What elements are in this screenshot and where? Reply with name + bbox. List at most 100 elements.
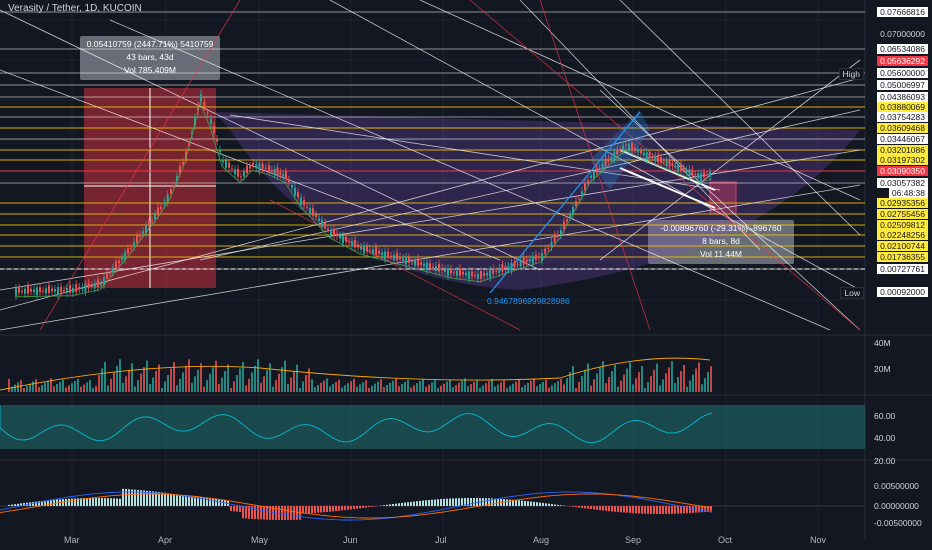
candle-body [142,231,144,234]
time-axis-label: Mar [64,535,80,545]
volume-bar [707,372,709,392]
candle-body [625,144,627,146]
candle-body [601,163,604,169]
macd-histogram-bar [101,498,103,506]
macd-histogram-bar [602,506,604,511]
volume-bar [389,382,391,392]
volume-bar [668,367,670,392]
volume-bar [122,382,124,392]
volume-bar [515,381,517,392]
volume-bar [74,381,76,392]
volume-bar [275,380,277,392]
candle-body [179,166,181,174]
trend-line [419,0,861,201]
volume-bar [386,384,388,392]
time-axis-label: Sep [625,535,642,545]
candle-body [216,138,218,142]
volume-bar [173,361,175,392]
candle-body [309,207,311,213]
volume-bar [590,385,592,392]
macd-histogram-bar [350,506,352,510]
candle-body [339,235,341,239]
volume-bar [608,377,610,392]
macd-histogram-bar [320,506,322,513]
volume-bar [224,371,226,392]
volume-bar [581,375,583,392]
candle-body [544,248,547,254]
macd-histogram-bar [200,497,202,506]
volume-bar [299,388,301,392]
volume-bar [428,384,430,392]
candle-body [166,194,169,203]
candle-body [691,169,694,175]
macd-histogram-bar [17,503,19,506]
rsi-band [0,405,865,449]
candle-body [547,247,550,249]
volume-bar [353,378,355,392]
macd-histogram-bar [470,498,472,506]
volume-bar [542,381,544,392]
candle-body [619,149,622,151]
candle-body [645,151,648,160]
volume-bar [491,378,493,392]
trend-line [199,109,861,261]
volume-bar [101,368,103,392]
candle-body [303,200,305,206]
volume-bar [248,378,250,392]
volume-bar [23,388,25,392]
candle-body [246,165,248,174]
volume-bar [563,384,565,392]
candle-body [219,149,221,153]
high-marker: High [838,68,864,80]
candle-body [381,252,383,256]
volume-bar [71,383,73,392]
macd-histogram-bar [551,504,553,506]
rsi-pane-scale-label: 60.00 [874,411,896,421]
volume-bar [461,380,463,392]
price-scale-label: 0.07666816 [877,7,928,17]
macd-histogram-bar [524,500,526,506]
candle-body [613,152,616,160]
candle-body [18,287,20,293]
macd-histogram-bar [611,506,613,512]
rsi-pane-scale-label: 40.00 [874,433,896,443]
candle-body [182,162,184,165]
macd-histogram-bar [506,499,508,506]
volume-bar [401,384,403,392]
volume-bar [116,365,118,392]
volume-bar [680,370,682,392]
candle-body [528,258,531,262]
rise-measure-label: 0.05410759 (2447.71%) 5410759 43 bars, 4… [86,39,214,75]
macd-histogram-bar [680,506,682,514]
trend-line-red [539,0,651,331]
candle-body [240,176,242,178]
candle-body [668,159,671,167]
candle-body [417,258,419,266]
macd-histogram-bar [458,498,460,506]
macd-histogram-bar [119,498,121,506]
candle-body [327,228,329,230]
candle-body [595,167,598,173]
volume-bar [302,381,304,392]
candle-body [42,290,44,292]
macd-histogram-bar [35,501,37,506]
macd-histogram-bar [365,506,367,508]
macd-histogram-bar [230,506,232,512]
candle-body [136,235,138,243]
volume-bar [443,383,445,392]
candle-body [563,221,565,230]
macd-histogram-bar [53,499,55,506]
candle-body [264,167,267,169]
macd-histogram-bar [683,506,685,514]
macd-histogram-bar [335,506,337,512]
volume-bar [704,378,706,392]
macd-histogram-bar [659,506,661,514]
candle-body [315,214,317,218]
price-scale-label: 0.03880069 [877,102,928,112]
candle-body [115,261,117,269]
macd-histogram-bar [74,498,76,506]
volume-bar [92,388,94,392]
candle-body [268,165,270,171]
volume-bar [29,383,31,392]
